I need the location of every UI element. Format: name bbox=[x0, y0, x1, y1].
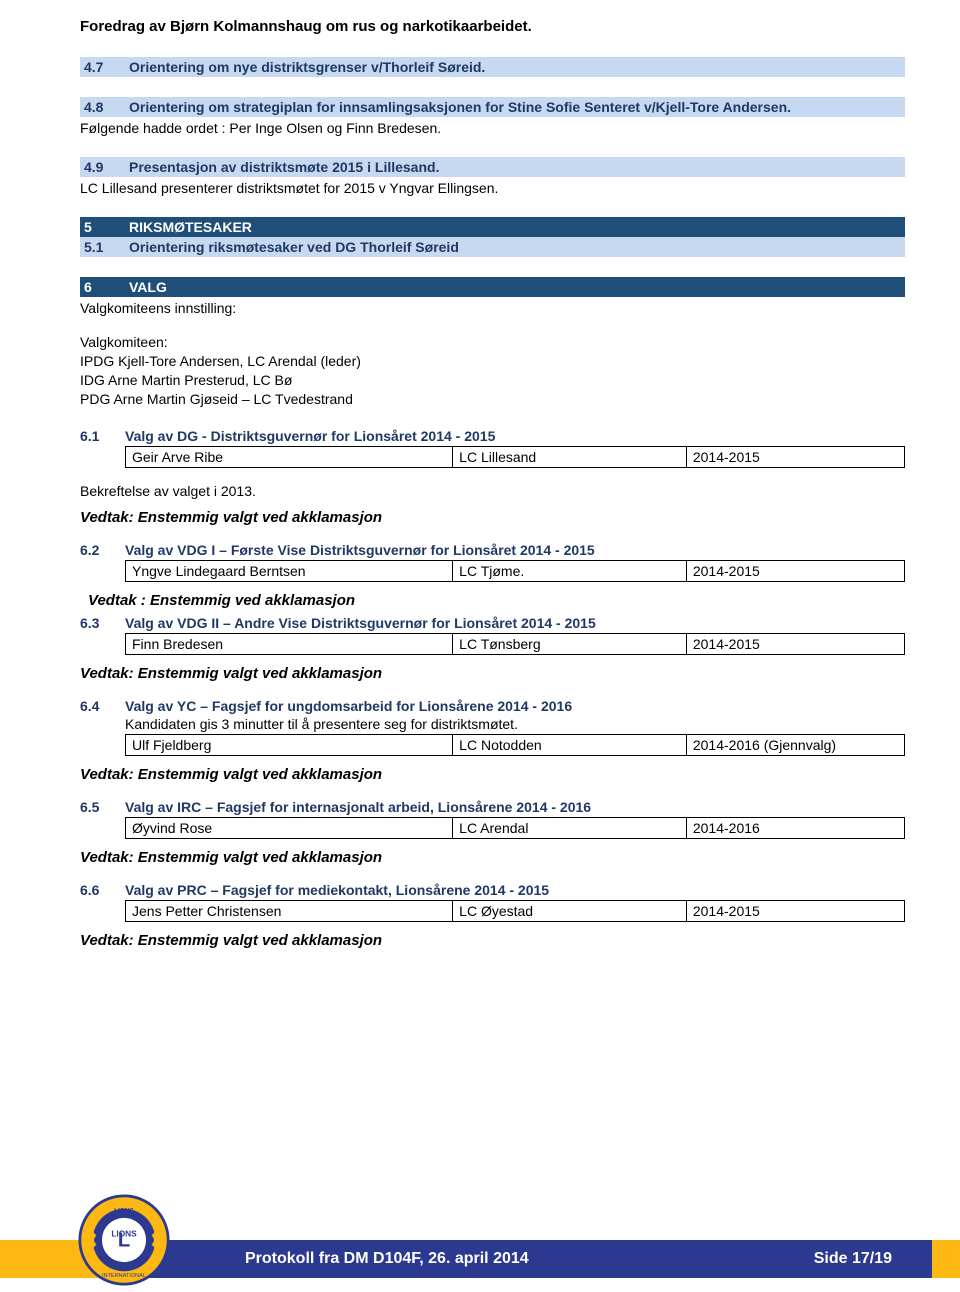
footer-gold-right bbox=[932, 1240, 960, 1278]
candidate-period: 2014-2016 bbox=[686, 818, 904, 839]
candidate-table: Ulf Fjeldberg LC Notodden 2014-2016 (Gje… bbox=[125, 734, 905, 756]
candidate-club: LC Tjøme. bbox=[453, 561, 687, 582]
candidate-name: Ulf Fjeldberg bbox=[126, 735, 453, 756]
section-title: Orientering riksmøtesaker ved DG Thorlei… bbox=[129, 239, 901, 255]
confirmation-note: Bekreftelse av valget i 2013. bbox=[80, 483, 905, 499]
section-number: 6 bbox=[84, 279, 129, 295]
section-subtitle: Kandidaten gis 3 minutter til å presente… bbox=[125, 716, 905, 732]
candidate-table: Øyvind Rose LC Arendal 2014-2016 bbox=[125, 817, 905, 839]
section-number: 6.6 bbox=[80, 882, 125, 898]
candidate-name: Finn Bredesen bbox=[126, 634, 453, 655]
section-title: RIKSMØTESAKER bbox=[129, 219, 252, 235]
candidate-name: Geir Arve Ribe bbox=[126, 447, 453, 468]
candidate-club: LC Tønsberg bbox=[453, 634, 687, 655]
candidate-name: Jens Petter Christensen bbox=[126, 901, 453, 922]
section-number: 5 bbox=[84, 219, 129, 235]
candidate-club: LC Arendal bbox=[453, 818, 687, 839]
valgkomite-header: Valgkomiteens innstilling: bbox=[80, 300, 905, 316]
section-title: Valg av DG - Distriktsguvernør for Lions… bbox=[125, 428, 905, 444]
vedtak: Vedtak: Enstemmig valgt ved akklamasjon bbox=[80, 766, 905, 783]
candidate-club: LC Lillesand bbox=[453, 447, 687, 468]
candidate-period: 2014-2015 bbox=[686, 561, 904, 582]
candidate-period: 2014-2015 bbox=[686, 634, 904, 655]
vedtak: Vedtak: Enstemmig valgt ved akklamasjon bbox=[80, 509, 905, 526]
valgkomite-line: Valgkomiteen: bbox=[80, 334, 905, 350]
section-number: 6.4 bbox=[80, 698, 125, 714]
section-title: Presentasjon av distriktsmøte 2015 i Lil… bbox=[129, 159, 901, 175]
intro-heading: Foredrag av Bjørn Kolmannshaug om rus og… bbox=[80, 18, 905, 35]
footer-title: Protokoll fra DM D104F, 26. april 2014 bbox=[245, 1250, 529, 1268]
section-title: VALG bbox=[129, 279, 167, 295]
lions-logo-icon: LIONS LIONS L INTERNATIONAL bbox=[78, 1194, 170, 1286]
section-6-4: 6.4 Valg av YC – Fagsjef for ungdomsarbe… bbox=[80, 698, 905, 732]
candidate-table: Yngve Lindegaard Berntsen LC Tjøme. 2014… bbox=[125, 560, 905, 582]
candidate-period: 2014-2016 (Gjennvalg) bbox=[686, 735, 904, 756]
candidate-period: 2014-2015 bbox=[686, 901, 904, 922]
section-5: 5 RIKSMØTESAKER bbox=[80, 217, 905, 237]
section-6-2: 6.2 Valg av VDG I – Første Vise Distrikt… bbox=[80, 542, 905, 558]
candidate-table: Geir Arve Ribe LC Lillesand 2014-2015 bbox=[125, 446, 905, 468]
section-title: Valg av YC – Fagsjef for ungdomsarbeid f… bbox=[125, 698, 905, 732]
vedtak: Vedtak : Enstemmig ved akklamasjon bbox=[88, 592, 905, 609]
section-number: 6.3 bbox=[80, 615, 125, 631]
valgkomite-line: IDG Arne Martin Presterud, LC Bø bbox=[80, 372, 905, 388]
section-5-1: 5.1 Orientering riksmøtesaker ved DG Tho… bbox=[80, 237, 905, 257]
section-title: Valg av VDG I – Første Vise Distriktsguv… bbox=[125, 542, 905, 558]
candidate-table: Finn Bredesen LC Tønsberg 2014-2015 bbox=[125, 633, 905, 655]
section-4-7: 4.7 Orientering om nye distriktsgrenser … bbox=[80, 57, 905, 77]
svg-text:L: L bbox=[118, 1229, 130, 1251]
candidate-period: 2014-2015 bbox=[686, 447, 904, 468]
section-title: Valg av IRC – Fagsjef for internasjonalt… bbox=[125, 799, 905, 815]
section-4-8: 4.8 Orientering om strategiplan for inns… bbox=[80, 97, 905, 117]
section-note: Følgende hadde ordet : Per Inge Olsen og… bbox=[80, 120, 905, 136]
section-number: 5.1 bbox=[84, 239, 129, 255]
section-number: 6.5 bbox=[80, 799, 125, 815]
valgkomite-line: IPDG Kjell-Tore Andersen, LC Arendal (le… bbox=[80, 353, 905, 369]
section-number: 6.1 bbox=[80, 428, 125, 444]
section-number: 4.9 bbox=[84, 159, 129, 175]
section-number: 4.7 bbox=[84, 59, 129, 75]
section-title: Valg av PRC – Fagsjef for mediekontakt, … bbox=[125, 882, 905, 898]
page-footer: Protokoll fra DM D104F, 26. april 2014 S… bbox=[0, 1197, 960, 1292]
section-6-5: 6.5 Valg av IRC – Fagsjef for internasjo… bbox=[80, 799, 905, 815]
valgkomite-line: PDG Arne Martin Gjøseid – LC Tvedestrand bbox=[80, 391, 905, 407]
section-number: 4.8 bbox=[84, 99, 129, 115]
candidate-name: Yngve Lindegaard Berntsen bbox=[126, 561, 453, 582]
candidate-club: LC Notodden bbox=[453, 735, 687, 756]
section-4-9: 4.9 Presentasjon av distriktsmøte 2015 i… bbox=[80, 157, 905, 177]
section-6-3: 6.3 Valg av VDG II – Andre Vise Distrikt… bbox=[80, 615, 905, 631]
footer-blue-center: Protokoll fra DM D104F, 26. april 2014 S… bbox=[115, 1240, 932, 1278]
section-number: 6.2 bbox=[80, 542, 125, 558]
section-note: LC Lillesand presenterer distriktsmøtet … bbox=[80, 180, 905, 196]
section-6-6: 6.6 Valg av PRC – Fagsjef for mediekonta… bbox=[80, 882, 905, 898]
section-title: Orientering om nye distriktsgrenser v/Th… bbox=[129, 59, 901, 75]
candidate-club: LC Øyestad bbox=[453, 901, 687, 922]
candidate-table: Jens Petter Christensen LC Øyestad 2014-… bbox=[125, 900, 905, 922]
section-6: 6 VALG bbox=[80, 277, 905, 297]
svg-text:INTERNATIONAL: INTERNATIONAL bbox=[102, 1273, 146, 1279]
vedtak: Vedtak: Enstemmig valgt ved akklamasjon bbox=[80, 932, 905, 949]
footer-page: Side 17/19 bbox=[814, 1250, 892, 1268]
vedtak: Vedtak: Enstemmig valgt ved akklamasjon bbox=[80, 849, 905, 866]
section-title: Valg av VDG II – Andre Vise Distriktsguv… bbox=[125, 615, 905, 631]
vedtak: Vedtak: Enstemmig valgt ved akklamasjon bbox=[80, 665, 905, 682]
svg-text:LIONS: LIONS bbox=[114, 1207, 134, 1214]
section-title: Orientering om strategiplan for innsamli… bbox=[129, 99, 901, 115]
candidate-name: Øyvind Rose bbox=[126, 818, 453, 839]
section-6-1: 6.1 Valg av DG - Distriktsguvernør for L… bbox=[80, 428, 905, 444]
